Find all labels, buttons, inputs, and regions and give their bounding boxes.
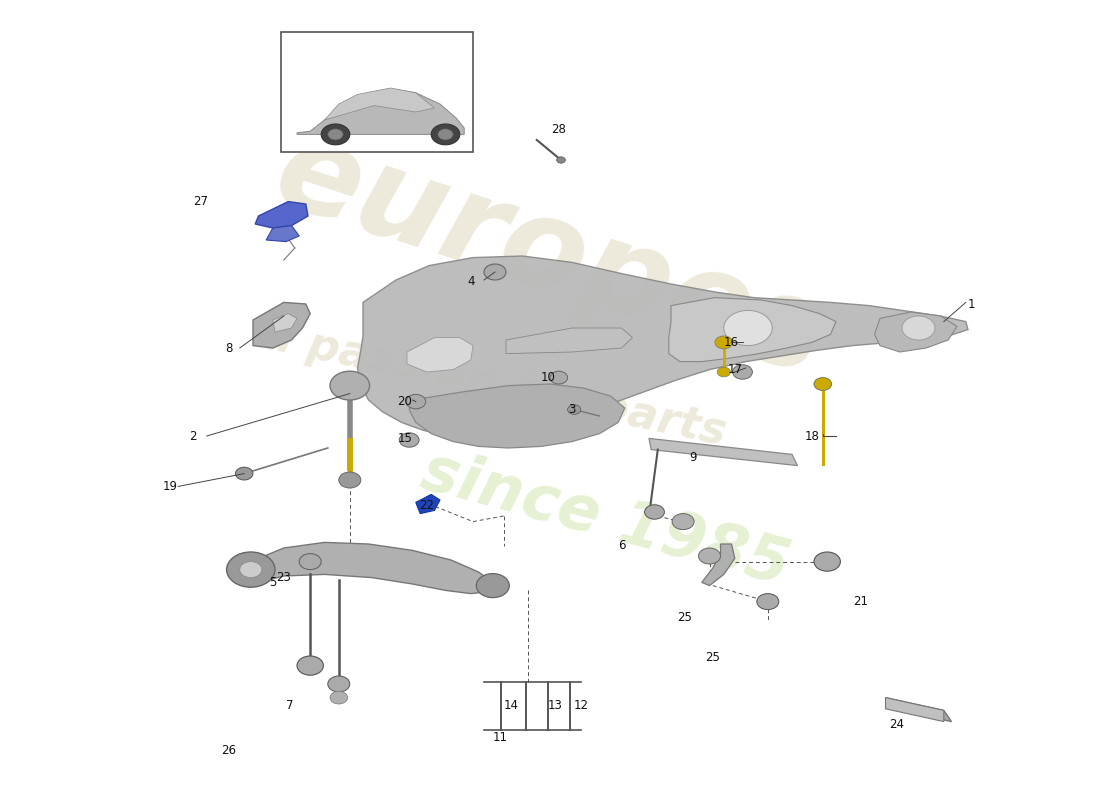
Circle shape bbox=[339, 472, 361, 488]
Text: 24: 24 bbox=[889, 718, 904, 730]
Circle shape bbox=[557, 157, 565, 163]
Polygon shape bbox=[409, 384, 625, 448]
Text: 2: 2 bbox=[189, 430, 196, 442]
Polygon shape bbox=[358, 256, 968, 438]
Text: 6: 6 bbox=[618, 539, 625, 552]
Circle shape bbox=[717, 367, 730, 377]
Polygon shape bbox=[506, 328, 632, 354]
Text: 16: 16 bbox=[724, 336, 739, 349]
Polygon shape bbox=[649, 438, 798, 466]
Text: 23: 23 bbox=[276, 571, 292, 584]
Circle shape bbox=[438, 129, 453, 140]
Text: 28: 28 bbox=[551, 123, 566, 136]
Polygon shape bbox=[253, 302, 310, 348]
Polygon shape bbox=[886, 698, 952, 722]
Bar bbox=[280, 32, 473, 152]
Text: 11: 11 bbox=[493, 731, 508, 744]
Text: 20: 20 bbox=[397, 395, 412, 408]
Circle shape bbox=[757, 594, 779, 610]
Text: 17: 17 bbox=[727, 363, 742, 376]
Circle shape bbox=[227, 552, 275, 587]
Text: 8: 8 bbox=[226, 342, 232, 354]
Polygon shape bbox=[273, 314, 297, 332]
Text: 9: 9 bbox=[690, 451, 696, 464]
Text: since 1985: since 1985 bbox=[415, 442, 795, 598]
Polygon shape bbox=[248, 542, 493, 594]
Text: a passion for parts: a passion for parts bbox=[260, 314, 730, 454]
Polygon shape bbox=[266, 226, 299, 242]
Text: 26: 26 bbox=[221, 744, 236, 757]
Text: 4: 4 bbox=[468, 275, 474, 288]
Circle shape bbox=[321, 124, 350, 145]
Text: 19: 19 bbox=[163, 480, 178, 493]
Polygon shape bbox=[874, 312, 957, 352]
Polygon shape bbox=[297, 90, 464, 134]
Text: 12: 12 bbox=[573, 699, 588, 712]
Text: 27: 27 bbox=[192, 195, 208, 208]
Polygon shape bbox=[324, 88, 435, 120]
Circle shape bbox=[297, 656, 323, 675]
Text: 22: 22 bbox=[419, 499, 435, 512]
Text: 10: 10 bbox=[540, 371, 556, 384]
Polygon shape bbox=[669, 298, 836, 362]
Text: 3: 3 bbox=[569, 403, 575, 416]
Circle shape bbox=[431, 124, 460, 145]
Circle shape bbox=[484, 264, 506, 280]
Circle shape bbox=[715, 336, 733, 349]
Circle shape bbox=[814, 378, 832, 390]
Circle shape bbox=[814, 552, 840, 571]
Polygon shape bbox=[416, 494, 440, 514]
Circle shape bbox=[330, 371, 370, 400]
Circle shape bbox=[733, 365, 752, 379]
Circle shape bbox=[328, 676, 350, 692]
Text: 21: 21 bbox=[852, 595, 868, 608]
Text: 18: 18 bbox=[804, 430, 820, 442]
Circle shape bbox=[698, 548, 720, 564]
Circle shape bbox=[550, 371, 568, 384]
Circle shape bbox=[299, 554, 321, 570]
Circle shape bbox=[724, 310, 772, 346]
Circle shape bbox=[645, 505, 664, 519]
Text: 25: 25 bbox=[676, 611, 692, 624]
Circle shape bbox=[235, 467, 253, 480]
Text: 1: 1 bbox=[968, 298, 975, 310]
Circle shape bbox=[902, 316, 935, 340]
Text: 7: 7 bbox=[286, 699, 293, 712]
Polygon shape bbox=[407, 338, 473, 372]
Circle shape bbox=[406, 394, 426, 409]
Text: 25: 25 bbox=[705, 651, 720, 664]
Text: 13: 13 bbox=[548, 699, 563, 712]
Circle shape bbox=[672, 514, 694, 530]
Text: europes: europes bbox=[261, 110, 839, 402]
Text: 15: 15 bbox=[397, 432, 412, 445]
Text: 5: 5 bbox=[270, 576, 276, 589]
Text: 14: 14 bbox=[504, 699, 519, 712]
Circle shape bbox=[328, 129, 343, 140]
Circle shape bbox=[330, 691, 348, 704]
Circle shape bbox=[240, 562, 262, 578]
Circle shape bbox=[476, 574, 509, 598]
Polygon shape bbox=[702, 544, 735, 586]
Polygon shape bbox=[886, 698, 944, 722]
Polygon shape bbox=[255, 202, 308, 228]
Circle shape bbox=[568, 405, 581, 414]
Circle shape bbox=[399, 433, 419, 447]
